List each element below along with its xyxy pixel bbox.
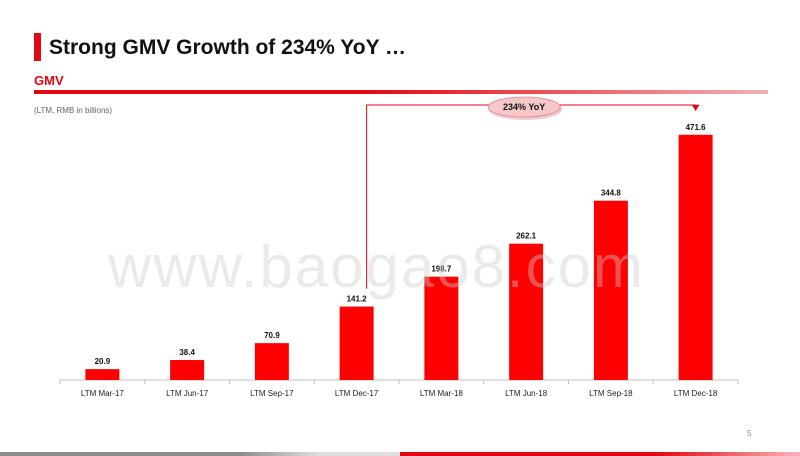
data-label: 344.8: [601, 189, 622, 198]
bar: [170, 360, 205, 380]
bar: [509, 243, 544, 380]
section-label: GMV: [34, 73, 64, 88]
data-label: 262.1: [516, 232, 537, 241]
x-tick-label: LTM Jun-18: [505, 389, 548, 398]
x-tick-label: LTM Jun-17: [166, 389, 209, 398]
data-label: 20.9: [95, 357, 111, 366]
x-tick-label: LTM Dec-18: [674, 389, 718, 398]
page-number: 5: [747, 429, 752, 438]
data-label: 70.9: [264, 331, 280, 340]
arrow-down-icon: [691, 104, 700, 111]
title-accent-bar: [34, 33, 41, 61]
data-label: 471.6: [686, 123, 707, 132]
x-tick-label: LTM Mar-17: [81, 389, 125, 398]
x-tick-label: LTM Mar-18: [420, 389, 464, 398]
bar: [85, 369, 120, 380]
unit-note: (LTM, RMB in billions): [34, 106, 113, 115]
bar: [593, 200, 628, 380]
x-tick-label: LTM Sep-18: [589, 389, 633, 398]
page-title: Strong GMV Growth of 234% YoY …: [49, 36, 407, 59]
data-label: 141.2: [347, 295, 368, 304]
bar: [339, 306, 374, 380]
x-tick-label: LTM Dec-17: [335, 389, 379, 398]
data-label: 38.4: [179, 348, 195, 357]
data-label: 198.7: [431, 265, 452, 274]
yoy-callout-text: 234% YoY: [503, 102, 545, 112]
bar: [254, 343, 289, 380]
bar: [678, 134, 713, 380]
yoy-callout: [487, 96, 561, 118]
bar: [424, 276, 459, 380]
section-divider: [34, 90, 768, 94]
footer-bar: [0, 452, 800, 456]
x-tick-label: LTM Sep-17: [250, 389, 294, 398]
